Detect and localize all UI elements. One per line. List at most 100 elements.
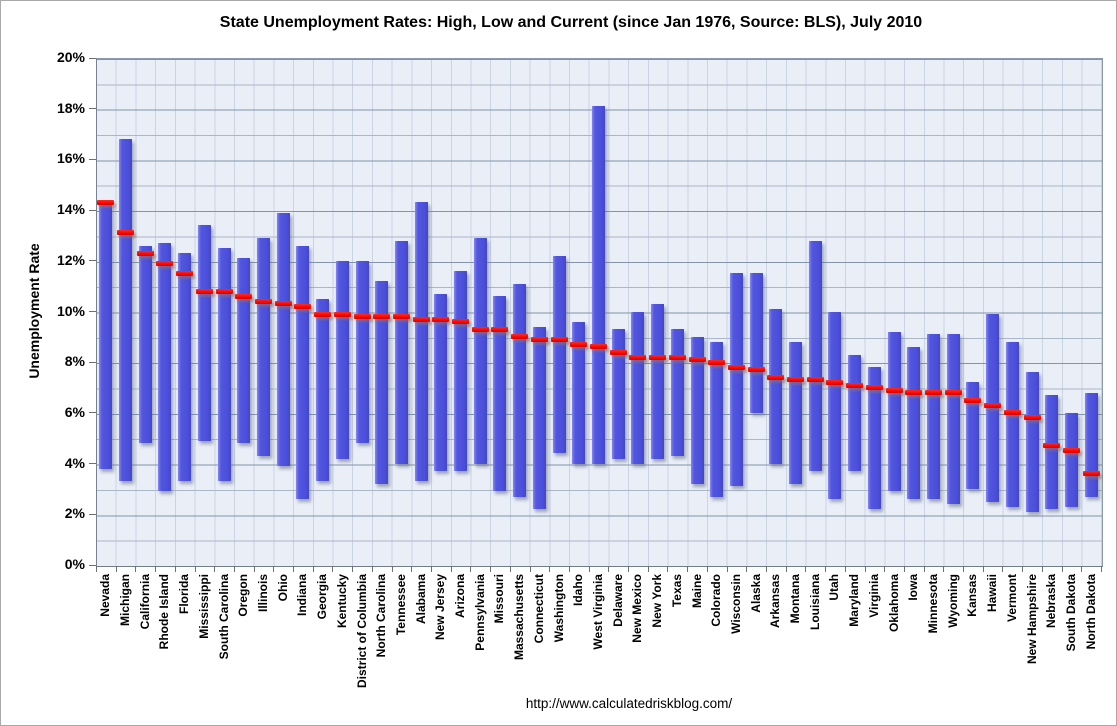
x-axis-label: Wyoming (945, 574, 960, 628)
range-bar (710, 341, 724, 497)
range-bar (493, 296, 507, 492)
x-axis-tick (903, 566, 905, 572)
current-rate-dash (235, 293, 253, 299)
range-bar (454, 270, 468, 472)
range-bar (375, 281, 389, 484)
range-bar (473, 237, 487, 464)
range-bar (808, 240, 822, 472)
x-axis-tick (332, 566, 334, 572)
x-axis-label: Kansas (965, 574, 980, 617)
range-bar (316, 298, 330, 482)
x-axis-label: Kentucky (334, 574, 349, 629)
x-axis-label: Minnesota (926, 574, 940, 634)
y-tick-label: 8% (64, 353, 85, 370)
footer-url: http://www.calculatedriskblog.com/ (525, 696, 733, 711)
range-bar (296, 245, 310, 500)
current-rate-dash (511, 334, 529, 340)
x-axis-tick (174, 566, 176, 572)
x-axis-label: Illinois (256, 574, 270, 613)
current-rate-dash (1043, 443, 1061, 449)
x-axis-label: Iowa (906, 574, 921, 601)
current-rate-dash (471, 326, 489, 332)
x-axis-label: Texas (669, 574, 684, 608)
range-bar (670, 329, 684, 456)
x-axis-label: Arizona (453, 574, 468, 619)
range-bar (631, 311, 645, 464)
x-axis-tick (509, 566, 511, 572)
current-rate-dash (452, 319, 470, 325)
x-axis-label: Ohio (275, 574, 290, 602)
y-axis-tick (89, 158, 96, 160)
x-axis-label: Montana (788, 574, 803, 624)
x-axis-label: Maine (689, 574, 704, 609)
x-axis-tick (884, 566, 886, 572)
x-axis-label: District of Columbia (354, 574, 369, 689)
current-rate-dash (1003, 410, 1021, 416)
current-rate-dash (215, 288, 233, 294)
current-rate-dash (1062, 448, 1080, 454)
y-tick-label: 4% (64, 454, 85, 471)
x-axis-label: South Carolina (216, 574, 231, 660)
current-rate-dash (727, 364, 745, 370)
x-axis-label: Massachusetts (512, 574, 527, 661)
range-bar (335, 260, 349, 459)
current-rate-dash (195, 288, 213, 294)
x-axis-tick (1101, 566, 1102, 572)
x-axis-label: California (137, 574, 152, 630)
range-bar (907, 346, 921, 500)
x-axis-tick (352, 566, 354, 572)
x-axis-tick (963, 566, 965, 572)
x-axis-tick (431, 566, 432, 572)
current-rate-dash (432, 316, 450, 322)
range-bar (651, 303, 665, 459)
current-rate-dash (156, 260, 174, 266)
y-tick-label: 18% (56, 99, 85, 116)
current-rate-dash (491, 326, 509, 332)
y-axis-tick (89, 57, 96, 59)
current-rate-dash (333, 311, 351, 317)
range-bar (178, 253, 192, 482)
range-bar (119, 139, 133, 482)
x-axis-tick (568, 566, 570, 572)
current-rate-dash (176, 270, 194, 276)
current-rate-dash (708, 359, 726, 365)
chart-title: State Unemployment Rates: High, Low and … (219, 14, 923, 31)
x-axis-label: Alabama (413, 574, 428, 625)
current-rate-dash (1023, 415, 1041, 421)
range-bar (927, 334, 940, 500)
x-axis-tick (549, 566, 551, 572)
range-bar (552, 255, 566, 454)
x-axis-tick (628, 566, 630, 572)
x-axis-label: Utah (827, 574, 842, 601)
range-bar (1005, 341, 1019, 507)
current-rate-dash (944, 390, 962, 396)
range-bar (769, 308, 783, 464)
current-rate-dash (747, 367, 765, 373)
range-bar (848, 354, 862, 472)
range-bar (217, 248, 231, 482)
x-axis-label: Missouri (492, 574, 507, 624)
x-axis-tick (1002, 566, 1004, 572)
x-axis-tick (214, 566, 216, 572)
x-axis-tick (864, 566, 866, 572)
x-axis-label: North Dakota (1083, 574, 1098, 650)
current-rate-dash (609, 349, 627, 355)
current-rate-dash (274, 301, 292, 307)
x-axis-tick (588, 566, 590, 572)
current-rate-dash (984, 402, 1002, 408)
y-axis-tick (89, 311, 96, 312)
x-axis-tick (490, 566, 492, 572)
range-bar (355, 260, 369, 444)
current-rate-dash (353, 314, 371, 320)
x-axis-label: Indiana (295, 574, 310, 617)
range-bar (513, 283, 527, 497)
x-axis-tick (647, 566, 649, 572)
current-rate-dash (668, 354, 686, 360)
current-rate-dash (925, 390, 942, 396)
y-axis-tick (89, 463, 96, 465)
current-rate-dash (412, 316, 430, 322)
x-axis-tick (470, 566, 472, 572)
current-rate-dash (964, 397, 982, 403)
range-bar (690, 336, 704, 484)
current-rate-dash (767, 374, 785, 380)
